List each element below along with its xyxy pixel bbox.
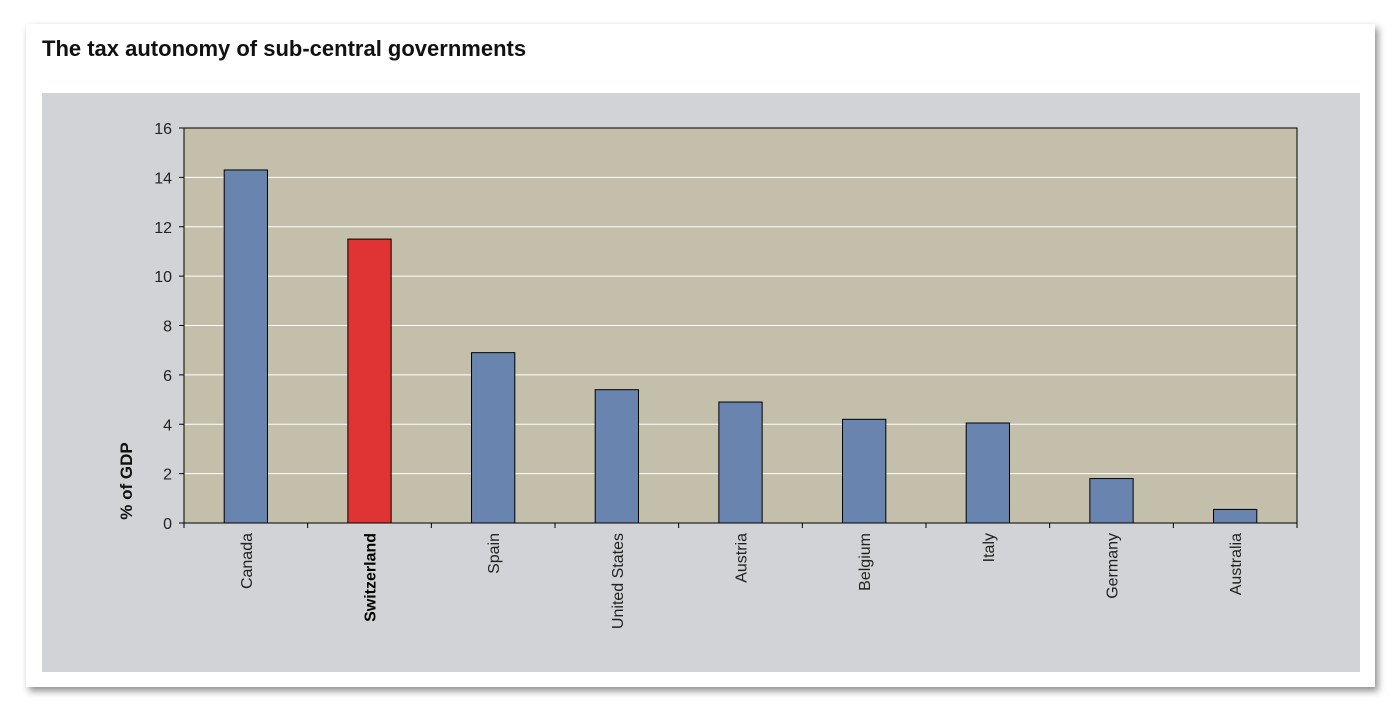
x-tick-label: Austria [734,533,751,583]
y-tick-label: 12 [154,220,172,237]
bar-germany [1089,478,1134,524]
x-tick-label: Belgium [857,533,874,591]
chart-panel: 0 2 4 6 8 10 12 14 16 Canada Switzerland Spain Unite… [42,93,1360,672]
chart-card: The tax autonomy of sub-central governme… [26,24,1375,687]
bar-austria [718,401,763,524]
bar-australia [1213,508,1258,524]
x-tick-label: Spain [486,533,503,574]
y-tick-label: 8 [163,319,172,336]
bar-switzerland [347,238,392,524]
y-tick-label: 2 [163,467,172,484]
y-tick-label: 10 [154,269,172,286]
y-tick-label: 16 [154,121,172,138]
y-tick-label: 4 [163,417,172,434]
bar-united-states [594,389,639,524]
x-tick-label: Switzerland [363,533,380,622]
bar-spain [471,352,516,524]
y-tick-label: 0 [163,516,172,533]
bar-belgium [842,418,887,524]
x-tick-label: Germany [1105,533,1122,599]
x-tick-label: Australia [1228,533,1245,595]
bar-italy [965,422,1010,524]
y-tick-label: 14 [154,170,172,187]
y-tick-label: 6 [163,368,172,385]
bar-chart: 0 2 4 6 8 10 12 14 16 Canada Switzerland Spain Unite… [117,121,1298,629]
x-tick-label: Canada [239,533,256,589]
chart-title: The tax autonomy of sub-central governme… [42,36,527,61]
bar-canada [223,169,268,524]
x-tick-label: Italy [981,533,998,562]
y-axis-title: % of GDP [117,442,136,519]
x-tick-label: United States [610,533,627,629]
